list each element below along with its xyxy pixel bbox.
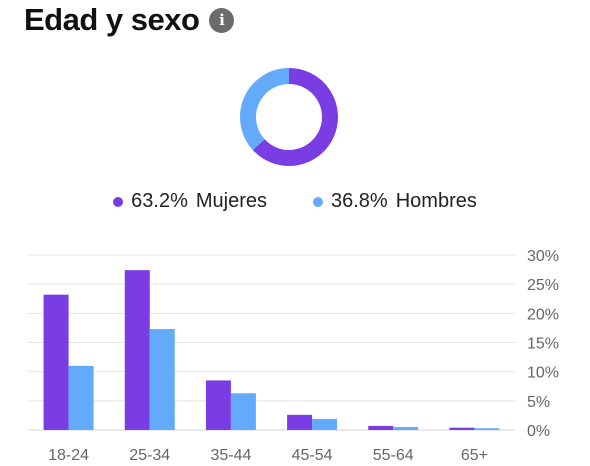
bar-hombres-35-44 (230, 393, 256, 430)
gender-legend: 63.2% Mujeres 36.8% Hombres (0, 190, 590, 213)
info-icon[interactable]: i (209, 7, 235, 33)
bar-hombres-25-34 (149, 329, 175, 430)
donut-slice-mujeres (252, 68, 338, 166)
y-tick-label: 25% (527, 277, 559, 294)
legend-pct-hombres: 36.8% (331, 190, 388, 212)
y-tick-label: 5% (527, 394, 550, 411)
legend-dot-mujeres (113, 196, 124, 207)
legend-label-hombres: Hombres (395, 190, 477, 212)
bar-hombres-18-24 (68, 365, 94, 430)
bar-mujeres-55-64 (368, 425, 394, 430)
donut-slice-hombres (240, 68, 290, 151)
x-tick-label: 65+ (461, 447, 488, 464)
y-tick-label: 15% (527, 336, 559, 353)
gender-donut-chart (240, 68, 338, 166)
section-title: Edad y sexo (24, 2, 200, 37)
age-bar-chart: 30% 25% 20% 15% 10% 5% 0% 18-24 25-34 35-44 45-54 5… (28, 248, 559, 464)
bar-mujeres-35-44 (205, 380, 231, 430)
legend-item-mujeres: 63.2% Mujeres (113, 190, 267, 213)
bar-hombres-45-54 (312, 418, 338, 430)
x-tick-label: 18-24 (48, 447, 89, 464)
bar-mujeres-65+ (449, 427, 475, 430)
y-tick-label: 20% (527, 306, 559, 323)
bar-mujeres-25-34 (124, 270, 150, 430)
y-tick-label: 30% (527, 248, 559, 265)
section-header: Edad y sexo i (24, 2, 235, 38)
x-tick-label: 45-54 (292, 447, 333, 464)
bar-hombres-55-64 (393, 427, 419, 430)
legend-pct-mujeres: 63.2% (131, 190, 188, 212)
bar-mujeres-45-54 (287, 414, 313, 430)
bar-mujeres-18-24 (43, 294, 69, 430)
legend-dot-hombres (313, 196, 323, 207)
x-tick-label: 25-34 (129, 447, 170, 464)
y-tick-label: 0% (527, 423, 550, 440)
bar-hombres-65+ (474, 428, 500, 430)
legend-label-mujeres: Mujeres (195, 190, 267, 212)
legend-item-hombres: 36.8% Hombres (313, 190, 477, 213)
x-tick-label: 35-44 (210, 447, 251, 464)
y-tick-label: 10% (527, 365, 559, 382)
x-tick-label: 55-64 (373, 447, 414, 464)
